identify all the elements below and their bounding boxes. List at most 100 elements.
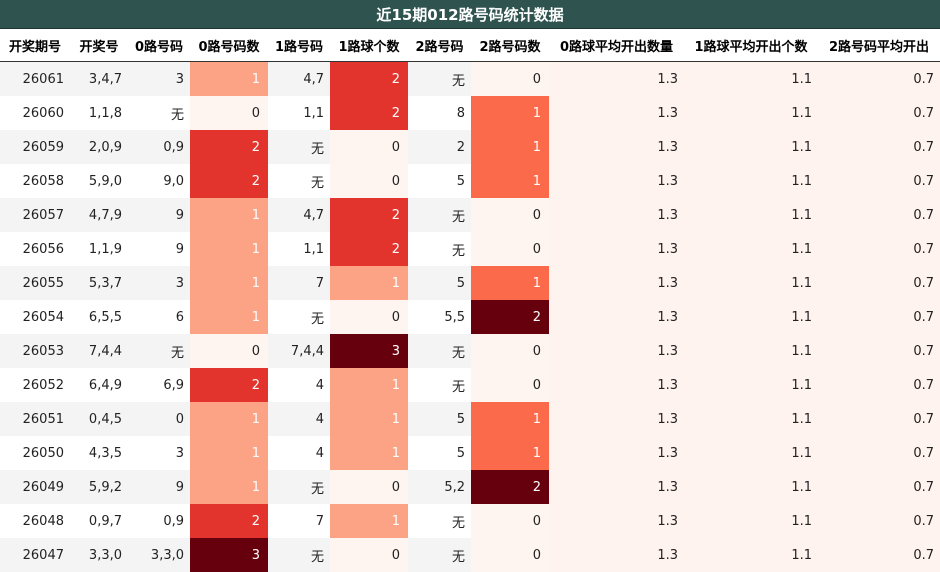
- cell-r2: 5: [408, 402, 471, 436]
- cell-a0: 1.3: [549, 538, 684, 572]
- cell-c1: 1: [330, 504, 408, 538]
- cell-issue: 26053: [0, 334, 70, 368]
- cell-a2: 0.7: [818, 436, 940, 470]
- cell-c2: 0: [471, 232, 549, 266]
- cell-a1: 1.1: [684, 130, 818, 164]
- cell-draw: 4,3,5: [70, 436, 128, 470]
- cell-r1: 无: [268, 470, 330, 504]
- cell-r2: 5,5: [408, 300, 471, 334]
- cell-c2: 2: [471, 470, 549, 504]
- cell-c0: 1: [190, 402, 268, 436]
- cell-a2: 0.7: [818, 198, 940, 232]
- cell-c2: 1: [471, 402, 549, 436]
- cell-draw: 0,4,5: [70, 402, 128, 436]
- cell-r1: 1,1: [268, 232, 330, 266]
- cell-a0: 1.3: [549, 368, 684, 402]
- cell-a0: 1.3: [549, 470, 684, 504]
- cell-r0: 0,9: [128, 130, 190, 164]
- cell-draw: 2,0,9: [70, 130, 128, 164]
- cell-r2: 无: [408, 538, 471, 572]
- cell-r2: 5: [408, 266, 471, 300]
- cell-a2: 0.7: [818, 538, 940, 572]
- cell-a0: 1.3: [549, 402, 684, 436]
- cell-a2: 0.7: [818, 266, 940, 300]
- cell-c1: 0: [330, 300, 408, 334]
- cell-issue: 26061: [0, 62, 70, 97]
- cell-c1: 3: [330, 334, 408, 368]
- cell-a2: 0.7: [818, 334, 940, 368]
- cell-c2: 1: [471, 96, 549, 130]
- cell-a0: 1.3: [549, 198, 684, 232]
- cell-draw: 5,9,2: [70, 470, 128, 504]
- cell-draw: 1,1,9: [70, 232, 128, 266]
- cell-issue: 26057: [0, 198, 70, 232]
- col-header: 0路球平均开出数量: [549, 29, 684, 62]
- cell-c0: 2: [190, 130, 268, 164]
- cell-draw: 6,5,5: [70, 300, 128, 334]
- cell-a2: 0.7: [818, 504, 940, 538]
- cell-c2: 1: [471, 130, 549, 164]
- cell-a1: 1.1: [684, 334, 818, 368]
- cell-a0: 1.3: [549, 266, 684, 300]
- cell-issue: 26055: [0, 266, 70, 300]
- cell-a0: 1.3: [549, 164, 684, 198]
- cell-a1: 1.1: [684, 470, 818, 504]
- cell-r2: 无: [408, 504, 471, 538]
- cell-c2: 0: [471, 198, 549, 232]
- cell-r1: 7: [268, 266, 330, 300]
- cell-r2: 5: [408, 436, 471, 470]
- cell-c0: 1: [190, 198, 268, 232]
- cell-c2: 2: [471, 300, 549, 334]
- chart-title: 近15期012路号码统计数据: [0, 0, 940, 29]
- cell-a1: 1.1: [684, 198, 818, 232]
- cell-a0: 1.3: [549, 334, 684, 368]
- cell-c2: 0: [471, 504, 549, 538]
- cell-draw: 5,9,0: [70, 164, 128, 198]
- cell-a2: 0.7: [818, 96, 940, 130]
- cell-draw: 4,7,9: [70, 198, 128, 232]
- cell-c0: 2: [190, 164, 268, 198]
- cell-c2: 0: [471, 538, 549, 572]
- cell-issue: 26050: [0, 436, 70, 470]
- cell-r0: 无: [128, 96, 190, 130]
- cell-r0: 0,9: [128, 504, 190, 538]
- cell-c2: 0: [471, 368, 549, 402]
- cell-c0: 1: [190, 232, 268, 266]
- cell-r0: 9: [128, 470, 190, 504]
- cell-r0: 9: [128, 232, 190, 266]
- cell-c1: 0: [330, 470, 408, 504]
- cell-r1: 1,1: [268, 96, 330, 130]
- cell-draw: 7,4,4: [70, 334, 128, 368]
- cell-r1: 4,7: [268, 198, 330, 232]
- cell-a0: 1.3: [549, 436, 684, 470]
- cell-draw: 0,9,7: [70, 504, 128, 538]
- cell-a2: 0.7: [818, 402, 940, 436]
- col-header: 开奖期号: [0, 29, 70, 62]
- cell-c0: 1: [190, 266, 268, 300]
- cell-r0: 3,3,0: [128, 538, 190, 572]
- cell-a1: 1.1: [684, 368, 818, 402]
- cell-c1: 2: [330, 232, 408, 266]
- cell-r2: 无: [408, 198, 471, 232]
- col-header: 2路号码数: [471, 29, 549, 62]
- cell-c0: 1: [190, 470, 268, 504]
- cell-r1: 4: [268, 368, 330, 402]
- cell-r1: 4: [268, 436, 330, 470]
- cell-c0: 2: [190, 368, 268, 402]
- col-header: 0路号码数: [190, 29, 268, 62]
- cell-r0: 3: [128, 62, 190, 97]
- col-header: 开奖号: [70, 29, 128, 62]
- cell-r2: 5,2: [408, 470, 471, 504]
- cell-r2: 无: [408, 232, 471, 266]
- cell-c1: 1: [330, 436, 408, 470]
- cell-issue: 26048: [0, 504, 70, 538]
- cell-r1: 无: [268, 164, 330, 198]
